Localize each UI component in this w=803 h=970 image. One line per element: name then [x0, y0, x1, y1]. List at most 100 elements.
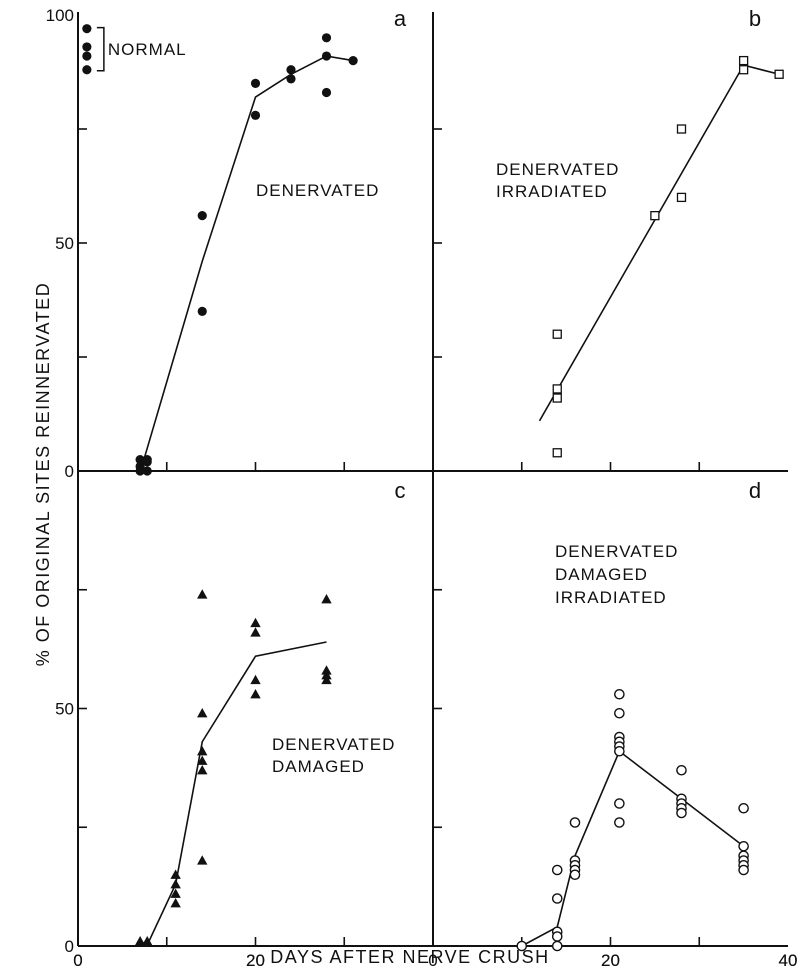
data-point-d-4 — [551, 931, 563, 942]
condition-label-line-d-0: DENERVATED — [555, 542, 678, 561]
data-point-d-10 — [569, 869, 581, 881]
x-axis-title: DAYS AFTER NERVE CRUSH — [270, 947, 549, 967]
data-point-d-1 — [551, 864, 563, 876]
data-point-c-4 — [170, 888, 181, 898]
condition-label-d: DENERVATED DAMAGED IRRADIATED — [555, 542, 678, 607]
normal-group: NORMAL — [82, 24, 187, 75]
data-point-d-6 — [569, 817, 581, 828]
fit-line-a — [139, 55, 354, 472]
points-b — [552, 55, 784, 458]
x-tick-label-d-1: 20 — [601, 951, 620, 970]
data-point-d-29 — [738, 864, 749, 876]
tick-labels-b: 20 40 — [601, 951, 797, 970]
y-tick-label-a-1: 50 — [55, 234, 74, 253]
data-point-c-16 — [321, 594, 332, 604]
data-point-a-11 — [286, 74, 296, 84]
data-point-c-2 — [170, 869, 181, 879]
data-point-d-25 — [738, 840, 749, 852]
data-point-d-5 — [551, 940, 563, 952]
x-tick-label-a-0: 0 — [73, 951, 82, 970]
x-tick-label-c-0: 0 — [73, 951, 82, 970]
condition-label-a: DENERVATED — [256, 181, 379, 200]
data-point-b-1 — [552, 384, 562, 394]
x-tick-label-c-1: 20 — [246, 951, 265, 970]
y-axis-title: % OF ORIGINAL SITES REINNERVATED — [33, 282, 53, 666]
normal-bracket — [96, 26, 105, 72]
data-point-c-6 — [197, 589, 208, 599]
data-point-d-17 — [614, 798, 625, 809]
data-point-a-13 — [321, 51, 332, 61]
data-point-c-19 — [321, 674, 332, 685]
points-a — [135, 33, 358, 476]
x-tick-label-b-1: 40 — [779, 951, 798, 970]
fit-line-d — [521, 749, 745, 947]
ticks-b — [433, 128, 701, 471]
data-point-b-7 — [738, 55, 749, 66]
data-point-normal-3 — [82, 65, 92, 75]
data-point-a-15 — [348, 56, 358, 66]
tick-labels-a: 0 20 0 50 100 — [46, 6, 265, 970]
y-tick-label-a-0: 0 — [65, 462, 74, 481]
data-point-c-12 — [250, 617, 261, 628]
ticks-a — [78, 128, 346, 471]
data-point-d-12 — [614, 707, 625, 719]
data-point-a-5 — [142, 455, 152, 465]
condition-label-line-a-0: DENERVATED — [256, 181, 379, 200]
x-tick-label-b-0: 20 — [601, 951, 620, 970]
data-point-c-14 — [250, 674, 261, 685]
data-point-c-18 — [321, 670, 332, 680]
data-point-b-0 — [552, 329, 562, 339]
data-point-a-8 — [250, 78, 261, 88]
y-tick-label-a-2: 100 — [46, 6, 74, 25]
condition-label-line-b-1: IRRADIATED — [496, 182, 608, 201]
data-point-b-6 — [676, 192, 687, 203]
data-point-d-11 — [614, 688, 625, 700]
data-point-d-0 — [516, 940, 528, 952]
fit-line-c — [135, 641, 327, 947]
data-point-b-2 — [552, 393, 562, 403]
data-point-d-23 — [676, 807, 687, 819]
data-point-b-4 — [650, 210, 660, 221]
panel-letter-c: c — [395, 478, 406, 503]
condition-label-line-c-1: DAMAGED — [272, 757, 365, 776]
data-point-c-17 — [321, 665, 332, 675]
data-point-c-3 — [170, 879, 181, 889]
data-point-c-15 — [250, 689, 261, 699]
data-point-a-14 — [321, 87, 332, 98]
data-point-d-16 — [614, 745, 625, 757]
data-point-d-18 — [614, 817, 625, 828]
data-point-b-8 — [738, 65, 749, 75]
tick-labels-c: 0 20 0 50 — [55, 700, 265, 970]
condition-label-b: DENERVATED IRRADIATED — [496, 160, 619, 201]
ticks-d — [433, 588, 701, 946]
data-point-b-9 — [774, 69, 784, 79]
data-point-a-12 — [321, 33, 332, 43]
data-point-c-8 — [197, 746, 208, 756]
data-point-d-2 — [551, 893, 563, 904]
data-point-d-24 — [738, 802, 749, 814]
data-point-c-1 — [142, 936, 153, 946]
fit-line-b — [538, 64, 780, 422]
data-point-a-7 — [197, 306, 207, 316]
panel-letter-a: a — [394, 6, 407, 31]
x-tick-label-d-2: 40 — [779, 951, 798, 970]
ticks-c — [78, 588, 346, 946]
data-point-c-7 — [197, 708, 208, 718]
points-d — [516, 688, 749, 952]
data-point-normal-0 — [82, 24, 92, 34]
panel-a: 0 20 0 50 100 NORMAL a DENERVATED — [46, 6, 407, 970]
normal-label: NORMAL — [108, 40, 187, 59]
data-point-c-9 — [197, 755, 208, 765]
data-point-a-4 — [135, 455, 145, 465]
axes-frame — [77, 12, 788, 947]
condition-label-line-c-0: DENERVATED — [272, 735, 395, 754]
panel-letter-d: d — [749, 478, 761, 503]
condition-label-line-b-0: DENERVATED — [496, 160, 619, 179]
condition-label-c: DENERVATED DAMAGED — [272, 735, 395, 776]
data-point-c-0 — [134, 936, 146, 946]
data-point-a-9 — [250, 110, 261, 120]
